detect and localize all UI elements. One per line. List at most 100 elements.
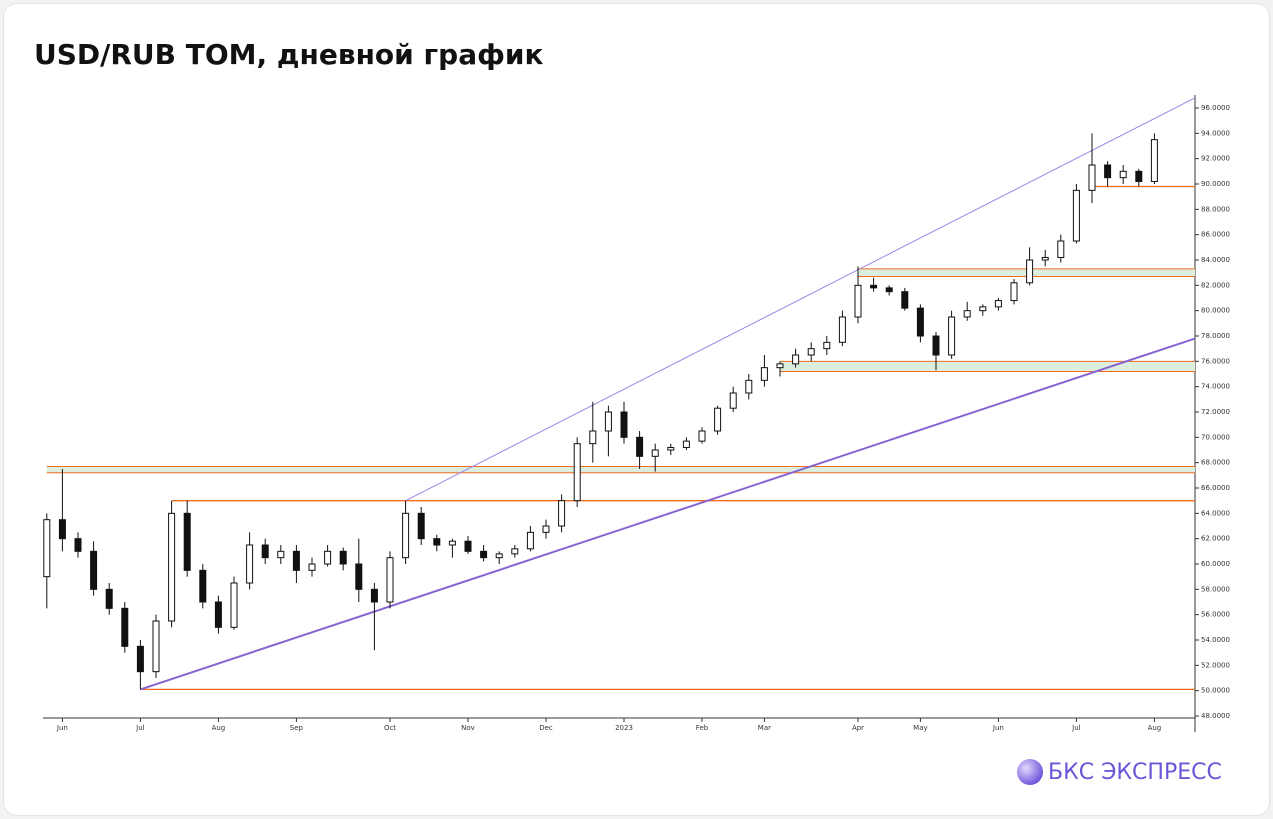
candle-body xyxy=(979,306,987,312)
y-tick-label: 68.0000 xyxy=(1201,459,1230,467)
candle-body xyxy=(1119,170,1127,179)
candle-body xyxy=(90,550,98,590)
y-tick-label: 60.0000 xyxy=(1201,560,1230,568)
plot: 48.0000 50.0000 52.0000 54.0000 56.0000 58.00… xyxy=(43,95,1230,732)
candle-body xyxy=(1026,259,1034,284)
candle-body xyxy=(1135,170,1143,182)
candle-body xyxy=(854,284,862,318)
y-tick-label: 56.0000 xyxy=(1201,611,1230,619)
logo: БКС ЭКСПРЕСС xyxy=(1048,760,1222,785)
candle-body xyxy=(277,550,285,559)
candle-body xyxy=(916,307,924,337)
candle-body xyxy=(870,284,878,289)
candle-body xyxy=(43,519,51,578)
chart-title: USD/RUB TOM, дневной график xyxy=(34,38,544,71)
zone xyxy=(780,361,1195,372)
candle-body xyxy=(558,500,566,527)
x-tick-label: Jun xyxy=(56,724,68,732)
y-tick-label: 64.0000 xyxy=(1201,509,1230,517)
candle-body xyxy=(604,411,612,432)
candle-body xyxy=(168,512,176,622)
y-tick-label: 94.0000 xyxy=(1201,129,1230,137)
candle-body xyxy=(526,531,534,550)
y-tick-label: 52.0000 xyxy=(1201,661,1230,669)
zone xyxy=(46,466,1195,473)
candle-body xyxy=(901,291,909,309)
candle-body xyxy=(1104,164,1112,179)
candle-body xyxy=(745,379,753,394)
candle-body xyxy=(714,407,722,432)
y-tick-label: 78.0000 xyxy=(1201,332,1230,340)
y-tick-label: 82.0000 xyxy=(1201,281,1230,289)
candle-body xyxy=(542,525,550,533)
candle-body xyxy=(324,550,332,565)
x-tick-label: Dec xyxy=(539,724,553,732)
x-tick-label: Mar xyxy=(758,724,771,732)
candle-body xyxy=(1041,256,1049,261)
candle-body xyxy=(480,550,488,559)
candle-body xyxy=(214,601,222,628)
candle-body xyxy=(58,519,66,540)
y-tick-label: 62.0000 xyxy=(1201,535,1230,543)
candle-body xyxy=(417,512,425,540)
y-tick-label: 70.0000 xyxy=(1201,433,1230,441)
x-tick-label: Aug xyxy=(212,724,226,732)
x-tick-label: May xyxy=(913,724,927,732)
y-tick-label: 90.0000 xyxy=(1201,180,1230,188)
y-tick-label: 88.0000 xyxy=(1201,205,1230,213)
y-tick-label: 80.0000 xyxy=(1201,307,1230,315)
candle-body xyxy=(183,512,191,571)
candle-body xyxy=(74,538,82,552)
candle-body xyxy=(464,540,472,552)
trend-line xyxy=(140,337,1196,691)
candle-body xyxy=(667,446,675,451)
candle-body xyxy=(792,354,800,365)
y-tick-label: 50.0000 xyxy=(1201,687,1230,695)
candle-body xyxy=(433,538,441,546)
candle-body xyxy=(932,335,940,356)
logo-icon xyxy=(1017,759,1043,785)
candle-body xyxy=(105,588,113,609)
y-tick-label: 72.0000 xyxy=(1201,408,1230,416)
candle-body xyxy=(511,548,519,555)
candle-body xyxy=(448,540,456,546)
candle-body xyxy=(308,563,316,571)
candle-body xyxy=(1072,189,1080,242)
candle-body xyxy=(136,645,144,673)
y-tick-label: 48.0000 xyxy=(1201,712,1230,720)
candle-body xyxy=(729,392,737,409)
candle-body xyxy=(682,440,690,448)
y-tick-label: 92.0000 xyxy=(1201,155,1230,163)
candle-body xyxy=(589,430,597,445)
candle-body xyxy=(370,588,378,603)
candle-body xyxy=(152,620,160,673)
candle-body xyxy=(807,348,815,356)
candle-body xyxy=(495,553,503,559)
candle-body xyxy=(838,316,846,343)
y-tick-label: 96.0000 xyxy=(1201,104,1230,112)
x-tick-label: Feb xyxy=(696,724,709,732)
candle-body xyxy=(1057,240,1065,258)
candle-body xyxy=(776,363,784,369)
candle-body xyxy=(963,310,971,318)
candle-body xyxy=(1088,164,1096,191)
x-tick-label: Oct xyxy=(384,724,396,732)
candle-body xyxy=(292,550,300,571)
y-tick-label: 84.0000 xyxy=(1201,256,1230,264)
candle-body xyxy=(1150,139,1158,182)
candle-body xyxy=(339,550,347,565)
x-tick-label: Jul xyxy=(1071,724,1081,732)
x-tick-label: Sep xyxy=(290,724,304,732)
candle-body xyxy=(1010,282,1018,302)
card: USD/RUB TOM, дневной график xyxy=(3,3,1270,816)
candle-body xyxy=(573,443,581,502)
trend-line xyxy=(405,97,1196,502)
candle-body xyxy=(121,607,129,647)
x-tick-label: Aug xyxy=(1148,724,1162,732)
y-tick-label: 54.0000 xyxy=(1201,636,1230,644)
x-tick-label: Apr xyxy=(852,724,864,732)
candle-body xyxy=(948,316,956,356)
candle-body xyxy=(636,436,644,457)
x-tick-label: Nov xyxy=(461,724,475,732)
candle-body xyxy=(246,544,254,584)
